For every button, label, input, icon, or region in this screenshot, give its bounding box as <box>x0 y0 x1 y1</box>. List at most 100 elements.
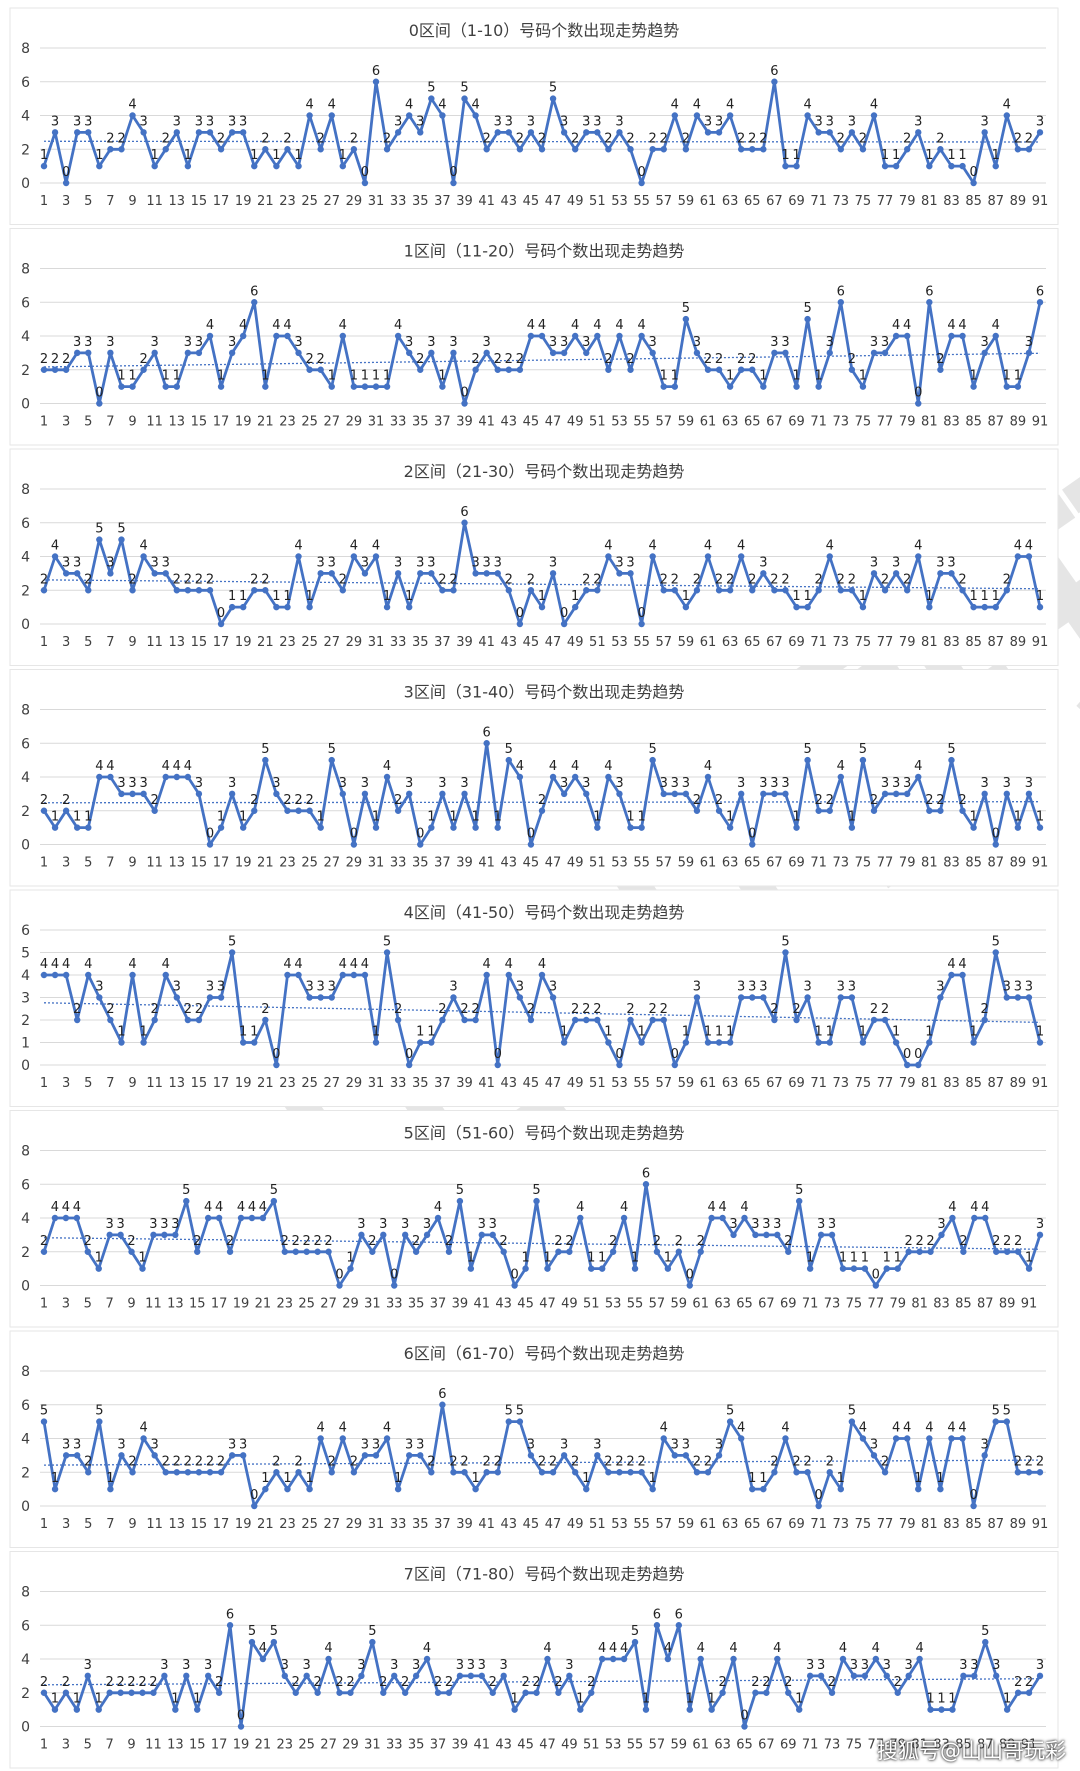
data-label: 1 <box>925 148 933 163</box>
x-tick-label: 31 <box>368 1517 385 1532</box>
x-tick-label: 33 <box>386 1738 403 1753</box>
data-label: 4 <box>697 1641 705 1656</box>
data-point <box>982 1214 989 1222</box>
data-point <box>206 841 214 848</box>
data-point <box>782 162 789 170</box>
data-label: 2 <box>571 131 579 146</box>
data-point <box>726 112 734 119</box>
x-tick-label: 79 <box>899 635 916 650</box>
data-point <box>369 1638 376 1646</box>
data-point <box>828 1231 836 1239</box>
data-point <box>350 553 358 560</box>
data-label: 3 <box>759 555 767 570</box>
x-tick-label: 87 <box>987 1076 1004 1091</box>
data-point <box>372 383 380 390</box>
data-label: 0 <box>510 1268 518 1283</box>
x-tick-label: 83 <box>933 1297 950 1312</box>
data-label: 4 <box>947 1421 955 1436</box>
data-label: 5 <box>516 1404 524 1419</box>
data-point <box>572 773 579 781</box>
data-label: 2 <box>84 1454 92 1469</box>
x-tick-label: 33 <box>390 415 407 430</box>
y-tick-label: 2 <box>21 1245 30 1261</box>
data-label: 3 <box>981 114 989 129</box>
data-label: 3 <box>649 335 657 350</box>
data-label: 5 <box>1003 1404 1011 1419</box>
x-tick-label: 17 <box>211 1738 228 1753</box>
data-point <box>217 824 225 831</box>
x-tick-label: 59 <box>671 1738 688 1753</box>
x-tick-label: 27 <box>320 1297 337 1312</box>
data-point <box>671 587 678 594</box>
data-point <box>284 971 291 979</box>
data-label: 1 <box>826 1025 834 1040</box>
data-label: 1 <box>1003 1692 1011 1707</box>
data-point <box>206 129 214 136</box>
data-point <box>959 807 966 814</box>
data-label: 3 <box>905 1658 913 1673</box>
data-label: 3 <box>106 1217 114 1232</box>
data-label: 4 <box>95 759 103 774</box>
data-label: 1 <box>138 1251 146 1266</box>
data-label: 3 <box>423 1217 431 1232</box>
x-tick-label: 21 <box>255 1297 272 1312</box>
data-point <box>549 773 557 781</box>
x-tick-label: 45 <box>523 856 540 871</box>
data-label: 3 <box>615 776 623 791</box>
data-point <box>697 1248 704 1255</box>
x-tick-label: 7 <box>106 1076 114 1091</box>
x-tick-label: 77 <box>877 1517 894 1532</box>
data-point <box>927 1248 934 1255</box>
data-label: 3 <box>892 555 900 570</box>
data-point <box>391 1282 398 1289</box>
data-point <box>372 1039 380 1046</box>
data-label: 4 <box>328 98 336 113</box>
data-label: 4 <box>571 759 579 774</box>
data-label: 2 <box>106 1675 114 1690</box>
data-point <box>516 1418 524 1425</box>
data-label: 1 <box>837 1471 845 1486</box>
x-tick-label: 47 <box>539 1297 556 1312</box>
data-label: 5 <box>456 1183 464 1198</box>
data-label: 3 <box>693 335 701 350</box>
data-label: 1 <box>471 810 479 825</box>
x-tick-label: 5 <box>84 415 92 430</box>
data-label: 4 <box>1014 539 1022 554</box>
data-label: 3 <box>593 114 601 129</box>
data-label: 3 <box>914 114 922 129</box>
data-label: 1 <box>494 810 502 825</box>
data-label: 4 <box>162 759 170 774</box>
data-point <box>240 824 247 831</box>
data-point <box>572 603 579 611</box>
chart-frame <box>9 7 1059 225</box>
x-tick-label: 37 <box>434 1076 451 1091</box>
x-tick-label: 57 <box>655 1076 672 1091</box>
data-point <box>251 299 258 306</box>
data-label: 1 <box>151 148 159 163</box>
x-tick-label: 49 <box>567 415 584 430</box>
data-point <box>749 841 756 848</box>
data-label: 3 <box>817 1217 825 1232</box>
data-label: 0 <box>361 165 369 180</box>
data-point <box>317 570 324 577</box>
data-label: 1 <box>372 810 380 825</box>
data-point <box>494 129 501 136</box>
data-label: 2 <box>500 1234 508 1249</box>
data-point <box>228 1452 236 1459</box>
x-tick-label: 81 <box>921 635 938 650</box>
data-label: 2 <box>328 1454 336 1469</box>
data-label: 4 <box>305 98 313 113</box>
data-point <box>217 383 225 390</box>
x-tick-label: 9 <box>128 1076 136 1091</box>
data-point <box>826 553 833 560</box>
data-label: 5 <box>649 742 657 757</box>
data-point <box>107 570 114 577</box>
data-label: 4 <box>350 539 358 554</box>
data-point <box>295 162 302 170</box>
data-label: 1 <box>969 369 977 384</box>
data-label: 0 <box>992 827 1000 842</box>
data-label: 2 <box>704 1454 712 1469</box>
data-point <box>1014 824 1022 831</box>
data-point <box>981 1452 988 1459</box>
x-tick-label: 81 <box>911 1297 928 1312</box>
